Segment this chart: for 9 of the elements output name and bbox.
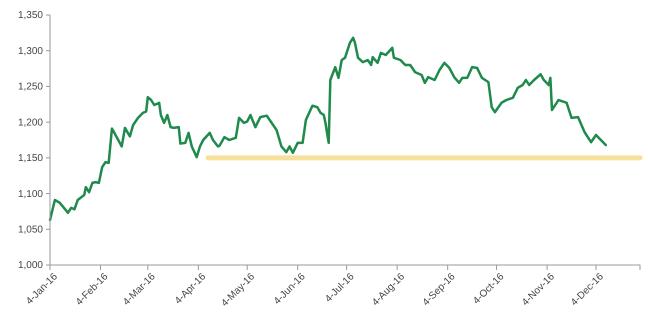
y-tick-label: 1,000	[18, 260, 44, 272]
y-tick-label: 1,050	[18, 224, 44, 236]
y-tick-label: 1,250	[18, 82, 44, 93]
y-tick-label: 1,100	[18, 188, 44, 200]
y-tick-label: 1,150	[18, 153, 44, 164]
y-tick-label: 1,300	[18, 46, 44, 57]
y-tick-label: 1,200	[18, 117, 44, 128]
line-series	[48, 36, 608, 222]
y-tick-label: 1,350	[18, 10, 44, 22]
